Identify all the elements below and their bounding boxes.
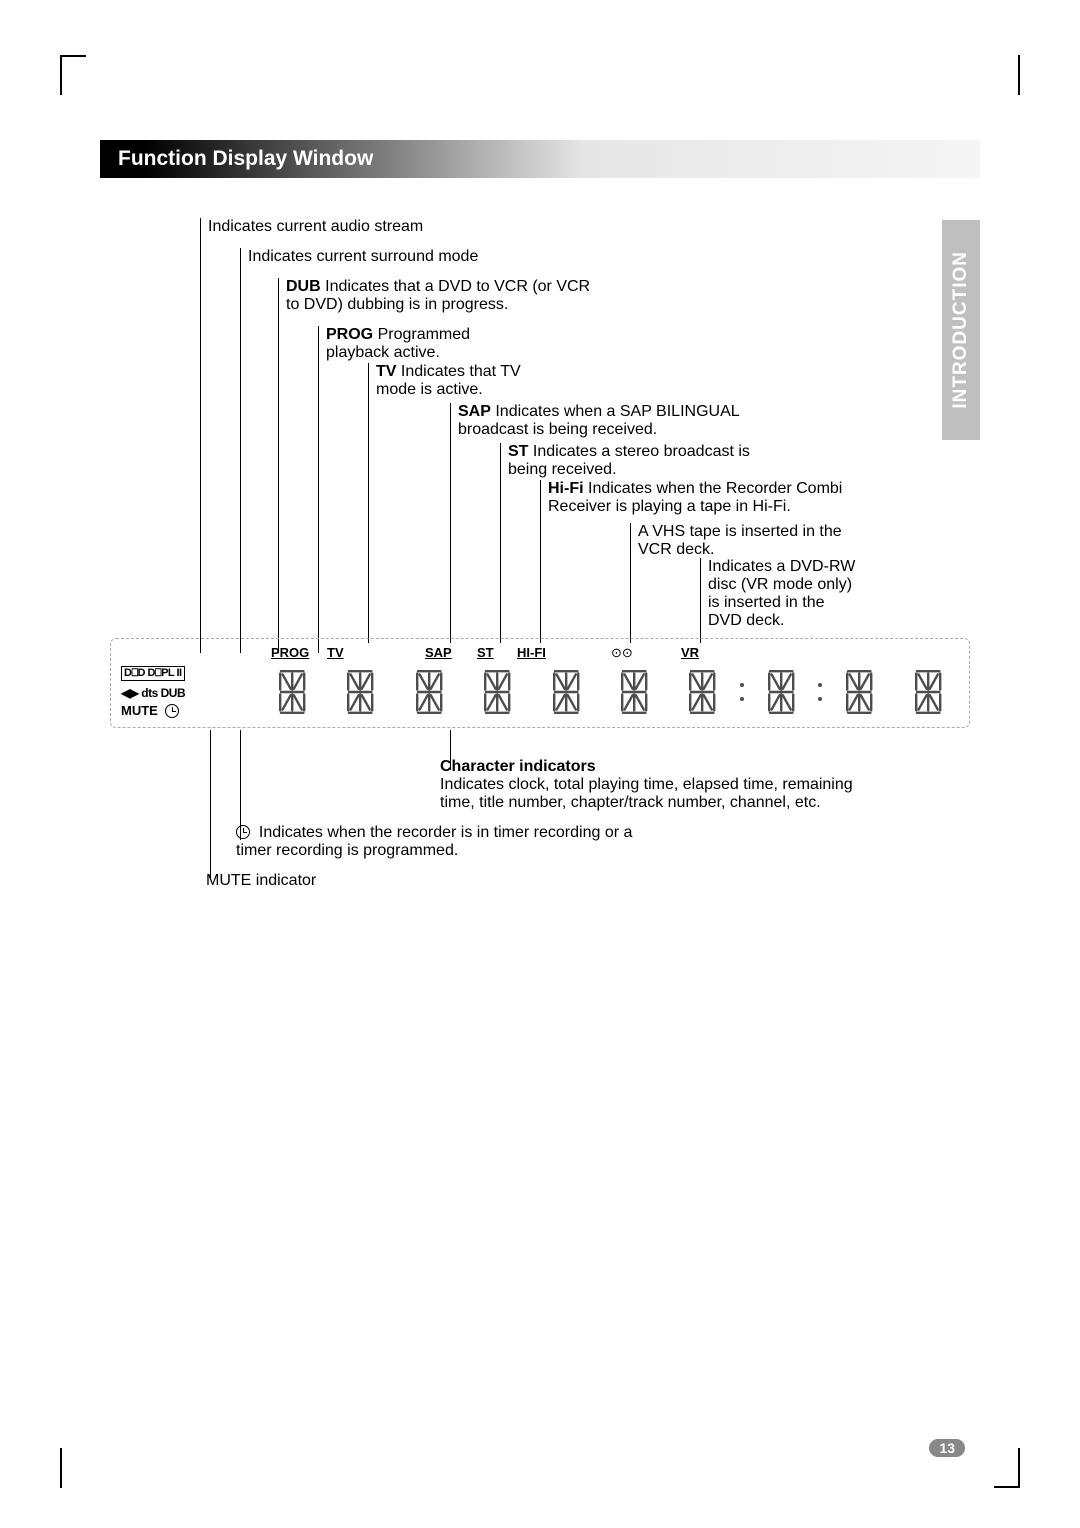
panel-mute: MUTE (121, 703, 158, 718)
panel-cassette-icon: ⊙⊙ (611, 645, 633, 661)
timer-icon (236, 825, 250, 839)
mute-text: MUTE indicator (206, 872, 316, 889)
note-tv-label: TV (376, 363, 396, 380)
panel-timer-icon (165, 704, 179, 718)
panel-hifi: HI-FI (517, 645, 546, 660)
crop-mark (1016, 55, 1020, 95)
note-st-label: ST (508, 443, 528, 460)
note-hifi-text: Indicates when the Recorder Combi Receiv… (548, 480, 842, 515)
note-sap-text: Indicates when a SAP BILINGUAL broadcast… (458, 403, 739, 438)
panel-vr: VR (681, 645, 699, 660)
panel-dolby: D⎕D D⎕PL II (121, 666, 185, 681)
digit-segment (466, 668, 528, 716)
digit-separator (818, 668, 822, 716)
digit-segment (828, 668, 890, 716)
timer-text: Indicates when the recorder is in timer … (236, 824, 632, 859)
digit-segment (603, 668, 665, 716)
page-number-value: 13 (929, 1439, 965, 1457)
section-title: Function Display Window (118, 147, 373, 171)
crop-mark (994, 1448, 1020, 1488)
note-st-text: Indicates a stereo broadcast is being re… (508, 443, 750, 478)
char-ind-label: Character indicators (440, 758, 596, 775)
char-ind-text: Indicates clock, total playing time, ela… (440, 776, 880, 812)
note-prog-label: PROG (326, 326, 373, 343)
digit-segment (897, 668, 959, 716)
panel-st: ST (477, 645, 494, 660)
panel-dts-dub: ◀▶ dts DUB (121, 686, 185, 700)
digit-segment (329, 668, 391, 716)
note-sap-label: SAP (458, 403, 491, 420)
character-indicators (261, 663, 959, 721)
note-hifi-label: Hi-Fi (548, 480, 584, 497)
indicator-notes: Indicates current audio stream Indicates… (200, 218, 970, 638)
digit-segment (261, 668, 323, 716)
panel-prog: PROG (271, 645, 309, 660)
crop-mark (60, 1448, 64, 1488)
function-display-panel: PROG TV SAP ST HI-FI ⊙⊙ VR D⎕D D⎕PL II ◀… (110, 638, 970, 728)
note-vhs-text: A VHS tape is inserted in the VCR deck. (638, 523, 842, 558)
panel-tv: TV (327, 645, 344, 660)
note-dub-label: DUB (286, 278, 321, 295)
digit-segment (671, 668, 733, 716)
digit-segment (750, 668, 812, 716)
section-title-bar: Function Display Window (100, 140, 980, 178)
note-vr-text: Indicates a DVD-RW disc (VR mode only) i… (708, 558, 855, 629)
digit-separator (740, 668, 744, 716)
digit-segment (398, 668, 460, 716)
digit-segment (535, 668, 597, 716)
note-audio: Indicates current audio stream (208, 218, 423, 235)
crop-mark (60, 55, 86, 95)
panel-sap: SAP (425, 645, 452, 660)
note-dub-text: Indicates that a DVD to VCR (or VCR to D… (286, 278, 590, 313)
note-surround: Indicates current surround mode (248, 248, 478, 265)
note-tv-text: Indicates that TV mode is active. (376, 363, 521, 398)
page-number: 13 (929, 1440, 965, 1458)
panel-top-row: PROG TV SAP ST HI-FI ⊙⊙ VR (121, 645, 959, 663)
